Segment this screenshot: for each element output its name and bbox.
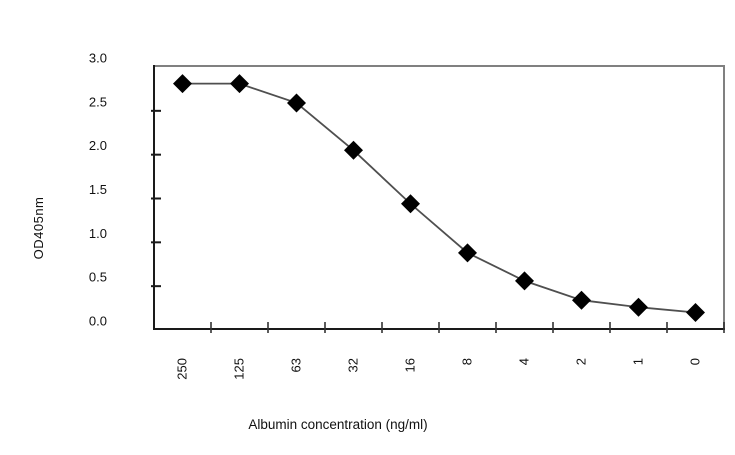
- data-point-32: [344, 140, 363, 160]
- data-point-16: [401, 194, 420, 214]
- y-axis-title: OD405nm: [31, 196, 46, 260]
- y-tick-label-1.0: 1.0: [89, 226, 107, 241]
- data-point-125: [230, 74, 249, 94]
- data-point-1: [629, 297, 648, 317]
- data-point-2: [572, 290, 591, 310]
- y-tick-label-2.5: 2.5: [89, 94, 107, 109]
- x-category-label-63: 63: [289, 358, 304, 372]
- data-point-250: [173, 74, 192, 94]
- data-point-0: [686, 302, 705, 322]
- data-point-4: [515, 271, 534, 291]
- x-category-label-16: 16: [403, 358, 418, 372]
- x-category-label-32: 32: [346, 358, 361, 372]
- x-category-label-250: 250: [175, 358, 190, 380]
- y-tick-label-0.5: 0.5: [89, 270, 107, 285]
- x-category-label-125: 125: [232, 358, 247, 380]
- x-category-label-2: 2: [574, 358, 589, 365]
- y-tick-label-0.0: 0.0: [89, 314, 107, 329]
- series-line: [182, 82, 696, 314]
- x-category-label-0: 0: [688, 358, 703, 365]
- data-point-63: [287, 93, 306, 113]
- x-category-label-1: 1: [631, 358, 646, 365]
- plot-area-border: [153, 65, 725, 330]
- x-category-label-4: 4: [517, 358, 532, 365]
- y-tick-label-3.0: 3.0: [89, 51, 107, 66]
- y-tick-label-2.0: 2.0: [89, 138, 107, 153]
- x-axis-title: Albumin concentration (ng/ml): [248, 417, 428, 432]
- y-tick-label-1.5: 1.5: [89, 182, 107, 197]
- x-category-label-8: 8: [460, 358, 475, 365]
- data-point-8: [458, 243, 477, 263]
